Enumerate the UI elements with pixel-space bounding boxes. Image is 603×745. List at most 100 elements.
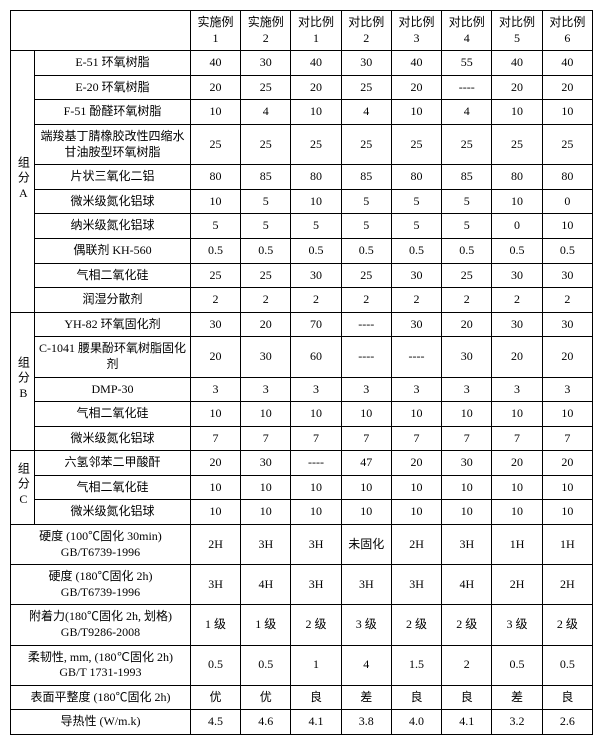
value-cell: 2 bbox=[542, 288, 592, 313]
value-cell: 30 bbox=[241, 337, 291, 377]
row-label: YH-82 环氧固化剂 bbox=[35, 312, 191, 337]
value-cell: 0.5 bbox=[442, 238, 492, 263]
value-cell: 85 bbox=[442, 165, 492, 190]
value-cell: 3 bbox=[241, 377, 291, 402]
value-cell: ---- bbox=[442, 75, 492, 100]
value-cell: 5 bbox=[442, 189, 492, 214]
column-header: 实施例2 bbox=[241, 11, 291, 51]
value-cell: 10 bbox=[241, 402, 291, 427]
value-cell: ---- bbox=[291, 451, 341, 476]
value-cell: 10 bbox=[190, 402, 240, 427]
value-cell: 10 bbox=[492, 189, 542, 214]
table-row: 端羧基丁腈橡胶改性四缩水甘油胺型环氧树脂2525252525252525 bbox=[11, 124, 593, 164]
column-header: 对比例6 bbox=[542, 11, 592, 51]
table-row: 微米级氮化铝球77777777 bbox=[11, 426, 593, 451]
table-row: 片状三氧化二铝8085808580858080 bbox=[11, 165, 593, 190]
value-cell: 70 bbox=[291, 312, 341, 337]
value-cell: 2H bbox=[190, 525, 240, 565]
value-cell: ---- bbox=[391, 337, 441, 377]
table-row: 气相二氧化硅1010101010101010 bbox=[11, 475, 593, 500]
value-cell: 7 bbox=[190, 426, 240, 451]
value-cell: 3H bbox=[341, 565, 391, 605]
value-cell: 4 bbox=[341, 645, 391, 685]
value-cell: 优 bbox=[241, 685, 291, 710]
value-cell: 2 bbox=[241, 288, 291, 313]
value-cell: 30 bbox=[442, 451, 492, 476]
table-row: F-51 酚醛环氧树脂1041041041010 bbox=[11, 100, 593, 125]
value-cell: 10 bbox=[542, 214, 592, 239]
value-cell: 1 级 bbox=[241, 605, 291, 645]
value-cell: 良 bbox=[391, 685, 441, 710]
row-label: E-20 环氧树脂 bbox=[35, 75, 191, 100]
row-label: 端羧基丁腈橡胶改性四缩水甘油胺型环氧树脂 bbox=[35, 124, 191, 164]
test-label: 表面平整度 (180℃固化 2h) bbox=[11, 685, 191, 710]
value-cell: 未固化 bbox=[341, 525, 391, 565]
value-cell: 85 bbox=[341, 165, 391, 190]
test-label: 硬度 (100℃固化 30min)GB/T6739-1996 bbox=[11, 525, 191, 565]
value-cell: 10 bbox=[291, 500, 341, 525]
value-cell: 0.5 bbox=[542, 238, 592, 263]
value-cell: 5 bbox=[341, 214, 391, 239]
value-cell: 7 bbox=[241, 426, 291, 451]
value-cell: 30 bbox=[241, 51, 291, 76]
column-header: 对比例1 bbox=[291, 11, 341, 51]
test-row: 硬度 (100℃固化 30min)GB/T6739-19962H3H3H未固化2… bbox=[11, 525, 593, 565]
value-cell: 7 bbox=[341, 426, 391, 451]
value-cell: 4.1 bbox=[291, 710, 341, 735]
value-cell: 1.5 bbox=[391, 645, 441, 685]
value-cell: 0.5 bbox=[241, 238, 291, 263]
value-cell: 0 bbox=[542, 189, 592, 214]
value-cell: 30 bbox=[442, 337, 492, 377]
value-cell: 30 bbox=[190, 312, 240, 337]
row-label: 微米级氮化铝球 bbox=[35, 426, 191, 451]
value-cell: 10 bbox=[341, 475, 391, 500]
value-cell: 25 bbox=[291, 124, 341, 164]
value-cell: 10 bbox=[542, 100, 592, 125]
value-cell: 4H bbox=[241, 565, 291, 605]
value-cell: 0.5 bbox=[391, 238, 441, 263]
value-cell: 2 级 bbox=[442, 605, 492, 645]
value-cell: 20 bbox=[542, 337, 592, 377]
value-cell: 20 bbox=[241, 312, 291, 337]
value-cell: 10 bbox=[190, 100, 240, 125]
value-cell: 10 bbox=[190, 500, 240, 525]
test-label: 导热性 (W/m.k) bbox=[11, 710, 191, 735]
value-cell: 85 bbox=[241, 165, 291, 190]
value-cell: 1H bbox=[492, 525, 542, 565]
value-cell: 25 bbox=[492, 124, 542, 164]
value-cell: 25 bbox=[442, 124, 492, 164]
value-cell: 20 bbox=[190, 451, 240, 476]
value-cell: 3H bbox=[391, 565, 441, 605]
row-label: E-51 环氧树脂 bbox=[35, 51, 191, 76]
table-row: 偶联剂 KH-5600.50.50.50.50.50.50.50.5 bbox=[11, 238, 593, 263]
value-cell: 20 bbox=[442, 312, 492, 337]
data-table: 实施例1实施例2对比例1对比例2对比例3对比例4对比例5对比例6组分AE-51 … bbox=[10, 10, 593, 735]
value-cell: 3 bbox=[442, 377, 492, 402]
value-cell: 25 bbox=[241, 75, 291, 100]
value-cell: 80 bbox=[190, 165, 240, 190]
test-row: 柔韧性, mm, (180℃固化 2h)GB/T 1731-19930.50.5… bbox=[11, 645, 593, 685]
value-cell: 0.5 bbox=[241, 645, 291, 685]
value-cell: 30 bbox=[391, 312, 441, 337]
value-cell: 80 bbox=[391, 165, 441, 190]
value-cell: 40 bbox=[542, 51, 592, 76]
value-cell: 20 bbox=[391, 451, 441, 476]
value-cell: 10 bbox=[391, 402, 441, 427]
value-cell: 4.0 bbox=[391, 710, 441, 735]
column-header: 对比例4 bbox=[442, 11, 492, 51]
value-cell: 3 bbox=[291, 377, 341, 402]
value-cell: 3 bbox=[542, 377, 592, 402]
value-cell: 1H bbox=[542, 525, 592, 565]
value-cell: 30 bbox=[542, 263, 592, 288]
table-row: 纳米级氮化铝球555555010 bbox=[11, 214, 593, 239]
value-cell: 10 bbox=[341, 402, 391, 427]
value-cell: 3H bbox=[291, 565, 341, 605]
column-header: 实施例1 bbox=[190, 11, 240, 51]
value-cell: 25 bbox=[341, 263, 391, 288]
value-cell: 1 级 bbox=[190, 605, 240, 645]
value-cell: 3H bbox=[241, 525, 291, 565]
value-cell: 3H bbox=[291, 525, 341, 565]
value-cell: 10 bbox=[492, 402, 542, 427]
value-cell: 0.5 bbox=[492, 645, 542, 685]
value-cell: 3.2 bbox=[492, 710, 542, 735]
